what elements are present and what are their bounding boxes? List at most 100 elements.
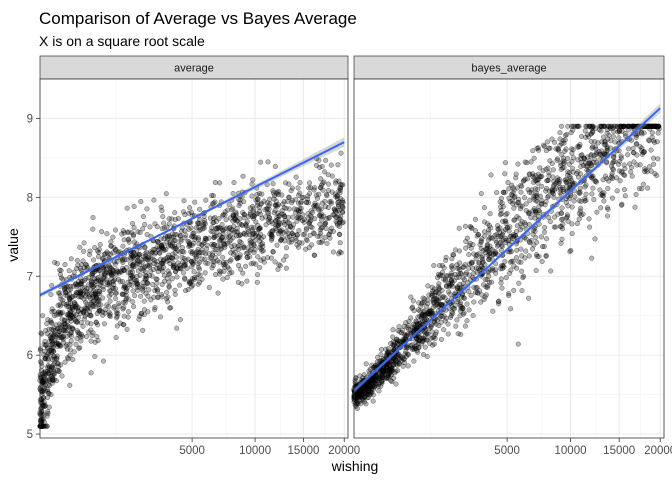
data-point (154, 276, 160, 282)
data-point (112, 295, 119, 302)
data-point (336, 199, 342, 205)
data-point (117, 279, 123, 285)
data-point (303, 225, 310, 231)
data-point (64, 346, 70, 352)
data-point (296, 227, 302, 234)
data-point (66, 268, 72, 274)
data-point (153, 249, 159, 256)
data-point (270, 249, 276, 255)
data-point (257, 264, 263, 271)
data-point (99, 229, 105, 235)
data-point (160, 268, 166, 275)
data-point (578, 198, 584, 204)
data-point (203, 260, 209, 266)
data-point (81, 296, 87, 302)
data-point (237, 252, 243, 258)
data-point (225, 264, 231, 270)
data-point (40, 313, 46, 319)
data-point (400, 363, 406, 369)
data-point (84, 289, 90, 295)
data-point (493, 239, 499, 245)
x-tick-label: 15000 (287, 445, 319, 457)
data-point (328, 225, 334, 231)
data-point (481, 229, 487, 235)
data-point (211, 220, 217, 226)
data-point (549, 160, 555, 167)
data-point (326, 231, 332, 237)
data-point (498, 234, 504, 240)
data-point (569, 231, 575, 237)
data-point (191, 269, 197, 275)
data-point (215, 290, 221, 296)
data-point (93, 295, 99, 301)
data-point (605, 185, 611, 192)
data-point (639, 186, 645, 192)
data-point (144, 275, 150, 282)
data-point (81, 316, 87, 322)
data-point (513, 171, 519, 177)
x-tick-label: 20000 (644, 445, 672, 457)
data-point (429, 290, 435, 296)
data-point (397, 329, 403, 335)
data-point (135, 287, 141, 293)
data-point (223, 217, 229, 223)
data-point (496, 301, 502, 307)
data-point (113, 334, 119, 341)
data-point (250, 260, 256, 266)
data-point (514, 265, 520, 271)
data-point (561, 155, 567, 161)
data-point (458, 331, 464, 337)
data-point (150, 267, 156, 273)
data-point (436, 281, 442, 287)
data-point (502, 258, 508, 265)
data-point (588, 160, 594, 167)
data-point (577, 141, 583, 148)
data-point (90, 226, 96, 232)
facet-strip-label: bayes_average (471, 63, 546, 75)
data-point (486, 273, 492, 279)
data-point (283, 253, 289, 259)
data-point (52, 259, 58, 265)
data-point (471, 251, 477, 257)
data-point (527, 197, 533, 203)
data-point (337, 240, 343, 246)
data-point (100, 286, 106, 292)
data-point (216, 259, 222, 265)
data-point (124, 285, 130, 291)
data-point (210, 193, 216, 199)
data-point (51, 371, 57, 377)
data-point (318, 240, 324, 246)
data-point (516, 259, 522, 265)
data-point (433, 321, 439, 327)
data-point (130, 299, 136, 305)
data-point (448, 312, 454, 319)
data-point (422, 296, 428, 302)
data-point (272, 202, 278, 208)
data-point (92, 245, 98, 251)
data-point (617, 178, 623, 184)
data-point (543, 166, 549, 172)
data-point (131, 303, 137, 310)
data-point (523, 208, 529, 214)
data-point (230, 247, 236, 253)
data-point (437, 301, 443, 307)
data-point (286, 181, 292, 187)
data-point (148, 297, 154, 303)
data-point (284, 234, 291, 240)
data-point (269, 236, 275, 242)
data-point (427, 310, 433, 317)
data-point (621, 187, 627, 193)
data-point (134, 248, 140, 254)
data-point (557, 130, 563, 136)
data-point (655, 123, 661, 129)
data-point (189, 264, 195, 270)
y-axis-title: value (5, 228, 21, 262)
data-point (519, 288, 525, 294)
data-point (631, 150, 637, 156)
data-point (184, 222, 190, 228)
data-point (619, 168, 625, 174)
data-point (166, 216, 172, 222)
data-point (523, 236, 529, 242)
data-point (487, 235, 493, 241)
data-point (128, 253, 134, 259)
